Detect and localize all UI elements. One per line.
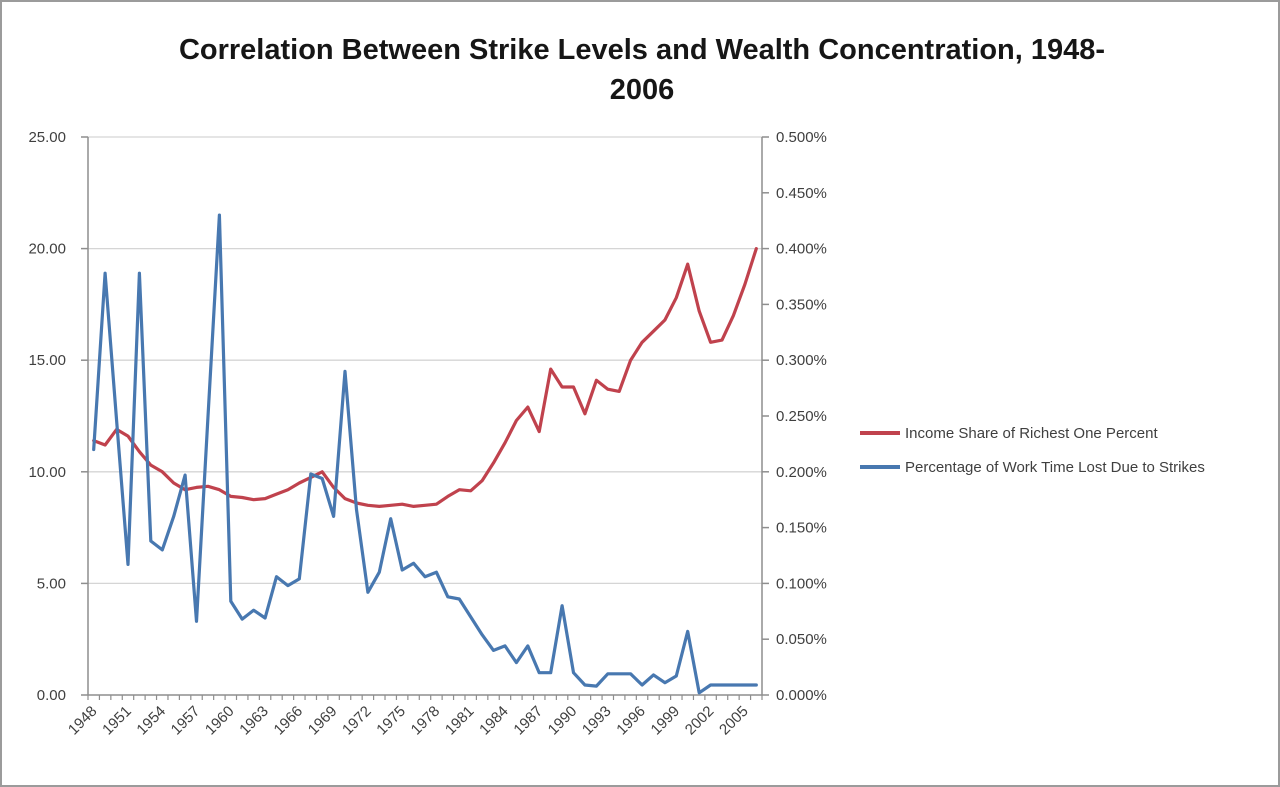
left-axis-tick-label: 25.00 bbox=[28, 129, 66, 146]
x-axis-tick-label: 1990 bbox=[545, 703, 581, 739]
chart-title-line2: 2006 bbox=[610, 74, 675, 106]
x-axis-tick-label: 1996 bbox=[613, 703, 649, 739]
x-axis-labels: 1948195119541957196019631966196919721975… bbox=[65, 703, 752, 739]
right-axis-tick-label: 0.100% bbox=[776, 575, 827, 592]
right-axis-tick-label: 0.000% bbox=[776, 687, 827, 704]
right-axis-labels bbox=[762, 136, 769, 696]
legend-label-income: Income Share of Richest One Percent bbox=[905, 425, 1158, 442]
left-axis-tick-label: 15.00 bbox=[28, 352, 66, 369]
right-axis-tick-label: 0.400% bbox=[776, 241, 827, 258]
gridlines bbox=[88, 136, 762, 585]
x-axis-tick-label: 1978 bbox=[408, 703, 444, 739]
x-axis-tick-label: 1987 bbox=[510, 703, 546, 739]
left-axis-tick-label: 5.00 bbox=[37, 575, 66, 592]
x-axis-tick-label: 1963 bbox=[236, 703, 272, 739]
legend: Income Share of Richest One Percent Perc… bbox=[860, 425, 1205, 476]
right-axis-tick-label: 0.150% bbox=[776, 520, 827, 537]
right-axis-tick-label: 0.350% bbox=[776, 296, 827, 313]
x-axis-ticks bbox=[87, 695, 763, 700]
x-axis-tick-label: 1981 bbox=[442, 703, 478, 739]
chart-title-line1: Correlation Between Strike Levels and We… bbox=[179, 34, 1105, 66]
right-axis-tick-label: 0.500% bbox=[776, 129, 827, 146]
x-axis-tick-label: 1984 bbox=[476, 703, 512, 739]
x-axis-tick-label: 1951 bbox=[99, 703, 135, 739]
right-axis-tick-label: 0.050% bbox=[776, 631, 827, 648]
x-axis-tick-label: 1993 bbox=[579, 703, 615, 739]
left-axis-tick-label: 20.00 bbox=[28, 241, 66, 258]
x-axis-tick-label: 1954 bbox=[133, 703, 169, 739]
left-axis-tick-label: 10.00 bbox=[28, 464, 66, 481]
x-axis-tick-label: 1975 bbox=[373, 703, 409, 739]
x-axis-tick-label: 1948 bbox=[65, 703, 101, 739]
left-axis-labels bbox=[81, 136, 88, 696]
right-axis-tick-label: 0.450% bbox=[776, 185, 827, 202]
x-axis-tick-label: 1957 bbox=[168, 703, 204, 739]
left-axis-tick-label: 0.00 bbox=[37, 687, 66, 704]
legend-label-strikes: Percentage of Work Time Lost Due to Stri… bbox=[905, 459, 1205, 476]
x-axis-tick-label: 1972 bbox=[339, 703, 375, 739]
x-axis-tick-label: 2002 bbox=[682, 703, 718, 739]
x-axis-tick-label: 1966 bbox=[271, 703, 307, 739]
x-axis-tick-label: 1960 bbox=[202, 703, 238, 739]
axes bbox=[87, 137, 763, 696]
x-axis-tick-label: 1969 bbox=[305, 703, 341, 739]
plot-area: 0.00 5.00 10.00 15.00 20.00 25.00 0.000% 0.050%… bbox=[28, 129, 826, 738]
right-axis-tick-label: 0.300% bbox=[776, 352, 827, 369]
right-axis-tick-label: 0.200% bbox=[776, 464, 827, 481]
series-income-line bbox=[92, 247, 758, 508]
x-axis-tick-label: 2005 bbox=[716, 703, 752, 739]
series-strikes-line bbox=[92, 213, 758, 695]
right-axis-tick-label: 0.250% bbox=[776, 408, 827, 425]
x-axis-tick-label: 1999 bbox=[648, 703, 684, 739]
